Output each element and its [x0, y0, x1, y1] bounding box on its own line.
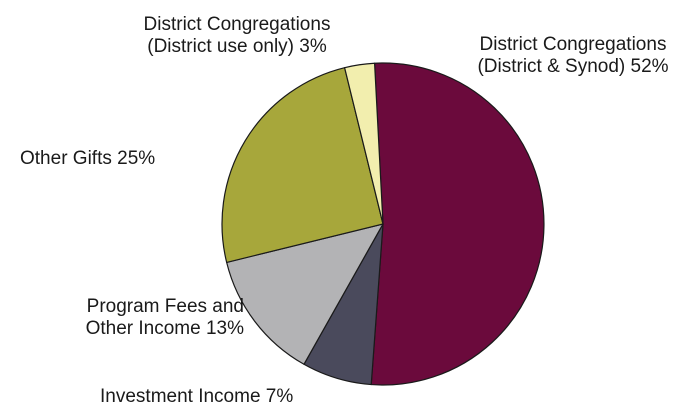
label-line: District Congregations [479, 34, 667, 55]
label-other-gifts: Other Gifts 25% [20, 148, 155, 170]
label-line: (District & Synod) 52% [477, 56, 669, 77]
label-district-congregations-district-use-only: District Congregations (District use onl… [96, 14, 378, 58]
label-line: Program Fees and [86, 296, 244, 317]
pie-slice-2 [226, 223, 384, 365]
label-program-fees: Program Fees and Other Income 13% [0, 296, 244, 340]
pie-slice-3 [221, 67, 384, 263]
label-line: Other Income 13% [85, 318, 244, 339]
label-line: District Congregations [143, 14, 331, 35]
label-investment-income: Investment Income 7% [100, 386, 293, 408]
label-line: Investment Income 7% [100, 386, 294, 407]
pie-slice-4 [344, 62, 384, 225]
label-district-congregations-district-synod: District Congregations (District & Synod… [446, 34, 699, 78]
pie-slice-0 [370, 62, 545, 386]
label-line: Other Gifts 25% [20, 148, 156, 169]
label-line: (District use only) 3% [147, 36, 327, 57]
